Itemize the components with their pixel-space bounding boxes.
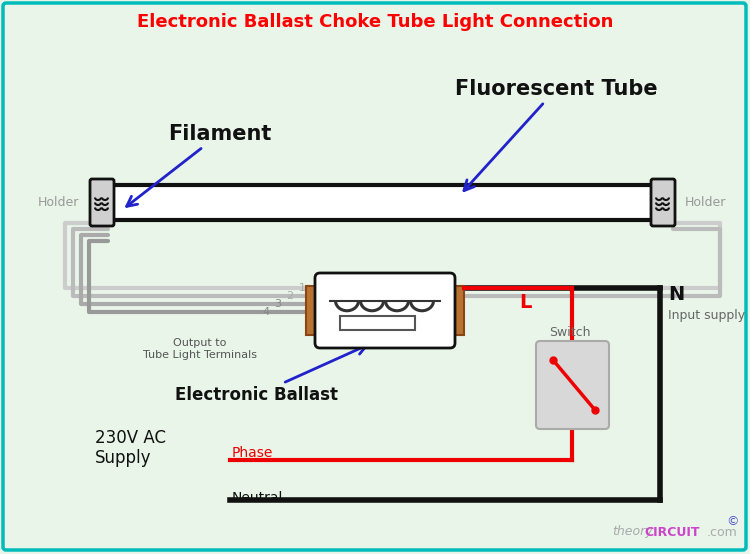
FancyBboxPatch shape — [3, 3, 746, 550]
Text: ©: © — [727, 516, 740, 529]
FancyBboxPatch shape — [90, 179, 114, 226]
FancyBboxPatch shape — [651, 179, 675, 226]
Text: theory: theory — [612, 526, 652, 538]
Text: 230V AC
Supply: 230V AC Supply — [95, 429, 166, 468]
Text: Holder: Holder — [684, 196, 726, 208]
Text: 4: 4 — [262, 307, 269, 317]
Text: CIRCUIT: CIRCUIT — [644, 526, 700, 538]
Text: Electronic Ballast: Electronic Ballast — [175, 345, 367, 404]
Text: Neutral: Neutral — [232, 491, 284, 505]
Text: Output to
Tube Light Terminals: Output to Tube Light Terminals — [143, 338, 257, 360]
Text: 3: 3 — [274, 299, 281, 309]
Text: Fluorescent Tube: Fluorescent Tube — [455, 79, 658, 191]
Bar — [450, 286, 464, 335]
Bar — [110, 185, 655, 220]
Bar — [340, 316, 415, 330]
Text: Holder: Holder — [38, 196, 79, 208]
Text: L: L — [519, 294, 531, 312]
Text: Switch: Switch — [549, 326, 590, 340]
FancyBboxPatch shape — [315, 273, 455, 348]
Text: Electronic Ballast Choke Tube Light Connection: Electronic Ballast Choke Tube Light Conn… — [136, 13, 614, 31]
Text: Input supply: Input supply — [668, 309, 745, 321]
Text: 1: 1 — [298, 283, 305, 293]
Bar — [306, 286, 320, 335]
Text: N: N — [668, 285, 684, 305]
FancyBboxPatch shape — [536, 341, 609, 429]
Text: Phase: Phase — [232, 446, 273, 460]
Text: .com: .com — [707, 526, 738, 538]
Text: 2: 2 — [286, 291, 293, 301]
Text: Filament: Filament — [127, 124, 272, 207]
